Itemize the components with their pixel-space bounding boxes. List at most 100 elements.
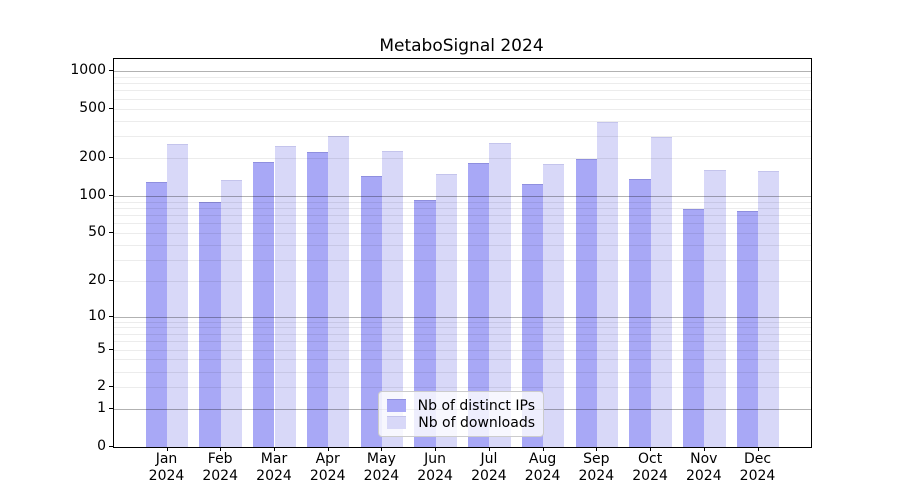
legend: Nb of distinct IPs Nb of downloads xyxy=(378,391,544,437)
y-tick-mark xyxy=(109,107,113,109)
gridline-minor xyxy=(114,387,811,389)
bar-ips-jan xyxy=(145,181,167,447)
x-tick-mark xyxy=(757,447,759,451)
plot-area xyxy=(113,58,812,448)
gridline-minor xyxy=(114,321,811,323)
y-tick-label: 0 xyxy=(97,438,106,454)
y-tick-mark xyxy=(109,446,113,447)
x-tick-mark xyxy=(327,447,329,451)
bar-downloads-aug xyxy=(543,164,565,447)
legend-label-distinct-ips: Nb of distinct IPs xyxy=(417,397,535,414)
bar-downloads-jul xyxy=(489,143,511,447)
x-tick-label: Nov 2024 xyxy=(685,451,722,484)
x-tick-label: Aug 2024 xyxy=(524,451,561,484)
bar-ips-mar xyxy=(253,162,275,447)
x-tick-mark xyxy=(381,447,383,451)
legend-item-distinct-ips: Nb of distinct IPs xyxy=(387,398,535,414)
bar-downloads-jan xyxy=(167,144,189,447)
x-tick-label: Dec 2024 xyxy=(739,451,776,484)
y-tick-label: 20 xyxy=(88,272,106,289)
y-tick-label: 1000 xyxy=(70,62,106,78)
bar-downloads-oct xyxy=(650,136,672,447)
x-tick-mark xyxy=(220,447,222,451)
gridline-minor xyxy=(114,83,811,85)
bar-downloads-may xyxy=(381,151,404,447)
y-tick-mark xyxy=(109,408,113,410)
y-tick-mark xyxy=(109,194,113,196)
x-tick-label: Oct 2024 xyxy=(632,451,668,484)
gridline-major xyxy=(114,195,811,197)
y-tick-mark xyxy=(109,348,113,350)
bar-downloads-jun xyxy=(435,174,457,447)
y-tick-mark xyxy=(109,157,113,159)
bar-ips-dec xyxy=(736,210,758,447)
bar-ips-jun xyxy=(414,199,436,447)
bar-ips-may xyxy=(360,176,382,447)
gridline-minor xyxy=(114,333,811,335)
chart-title: MetaboSignal 2024 xyxy=(379,36,544,56)
x-tick-label: Mar 2024 xyxy=(256,451,292,484)
x-tick-mark xyxy=(166,447,168,451)
legend-item-downloads: Nb of downloads xyxy=(387,415,535,431)
gridline-minor xyxy=(114,223,811,225)
bar-downloads-nov xyxy=(704,169,726,447)
bar-downloads-sep xyxy=(596,122,619,447)
gridline-minor xyxy=(114,233,811,234)
bar-ips-jul xyxy=(468,162,490,447)
y-tick-label: 1 xyxy=(97,400,106,417)
y-tick-label: 50 xyxy=(88,224,106,240)
gridline-major xyxy=(114,71,811,72)
gridline-minor xyxy=(114,244,811,246)
gridline-minor xyxy=(114,260,811,262)
gridline-minor xyxy=(114,349,811,351)
bar-downloads-mar xyxy=(274,146,296,447)
bar-downloads-apr xyxy=(328,136,350,447)
y-tick-label: 2 xyxy=(97,378,106,395)
gridline-minor xyxy=(114,281,811,283)
x-tick-mark xyxy=(435,447,437,451)
gridline-minor xyxy=(114,201,811,203)
x-tick-label: Jun 2024 xyxy=(417,451,453,484)
x-tick-label: Apr 2024 xyxy=(309,451,346,484)
gridline-minor xyxy=(114,136,811,138)
gridline-minor xyxy=(114,359,811,361)
bar-ips-sep xyxy=(575,159,597,447)
x-tick-mark xyxy=(274,447,275,451)
x-tick-label: Jan 2024 xyxy=(148,451,185,484)
bar-ips-oct xyxy=(629,179,651,447)
x-tick-label: May 2024 xyxy=(363,451,400,484)
bar-ips-feb xyxy=(199,201,221,447)
gridline-minor xyxy=(114,327,811,329)
y-tick-label: 200 xyxy=(79,149,106,166)
x-tick-mark xyxy=(542,447,544,451)
bar-ips-aug xyxy=(521,184,544,447)
x-tick-label: Sep 2024 xyxy=(578,451,615,484)
gridline-minor xyxy=(114,158,811,160)
y-tick-mark xyxy=(109,386,113,388)
bar-downloads-dec xyxy=(758,171,780,447)
x-tick-label: Jul 2024 xyxy=(471,451,507,484)
gridline-minor xyxy=(114,90,811,92)
gridline-minor xyxy=(114,207,811,209)
x-tick-label: Feb 2024 xyxy=(202,451,238,484)
legend-swatch-downloads xyxy=(387,416,407,429)
gridline-minor xyxy=(114,371,811,373)
gridline-major xyxy=(114,316,811,318)
legend-swatch-distinct-ips xyxy=(387,399,406,412)
bar-downloads-feb xyxy=(220,180,242,447)
y-tick-mark xyxy=(109,70,113,71)
y-tick-label: 500 xyxy=(79,99,106,116)
y-tick-label: 10 xyxy=(88,307,106,324)
bar-ips-apr xyxy=(306,152,329,447)
y-tick-mark xyxy=(109,315,113,317)
y-tick-mark xyxy=(109,280,113,282)
gridline-minor xyxy=(114,98,811,100)
gridline-minor xyxy=(114,76,811,78)
bar-ips-nov xyxy=(683,208,705,447)
gridline-minor xyxy=(114,341,811,343)
x-tick-mark xyxy=(596,447,598,451)
x-tick-mark xyxy=(650,447,652,451)
y-tick-mark xyxy=(109,232,113,233)
x-tick-mark xyxy=(703,447,705,451)
